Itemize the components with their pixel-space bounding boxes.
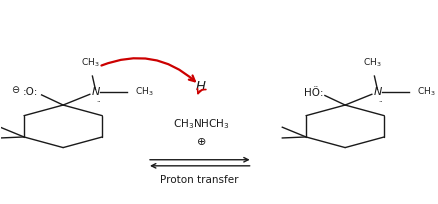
- Text: ..: ..: [96, 97, 101, 103]
- Text: Proton transfer: Proton transfer: [160, 175, 238, 185]
- Text: CH$_3$: CH$_3$: [134, 86, 153, 98]
- Text: CH$_3$: CH$_3$: [81, 57, 99, 69]
- Text: $\ominus$: $\ominus$: [11, 84, 20, 95]
- Text: CH$_3$: CH$_3$: [416, 86, 434, 98]
- Text: ..: ..: [378, 97, 382, 103]
- Text: $\oplus$: $\oplus$: [195, 136, 205, 147]
- Text: HÖ:: HÖ:: [303, 88, 322, 98]
- Text: H: H: [195, 80, 205, 93]
- Text: CH$_3$: CH$_3$: [362, 57, 381, 69]
- Text: CH$_3$NHCH$_3$: CH$_3$NHCH$_3$: [172, 117, 229, 131]
- Text: :O:: :O:: [22, 87, 38, 97]
- Text: N: N: [372, 87, 381, 97]
- Text: N: N: [91, 87, 99, 97]
